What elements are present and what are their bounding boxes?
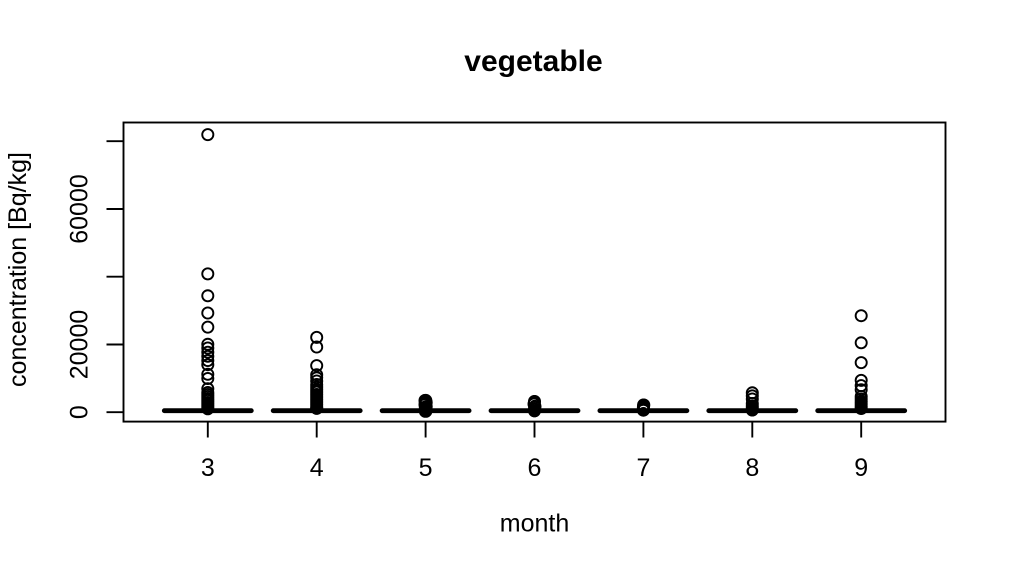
svg-text:vegetable: vegetable [464, 45, 602, 78]
svg-text:4: 4 [310, 454, 324, 482]
svg-text:20000: 20000 [66, 310, 94, 380]
svg-text:60000: 60000 [66, 174, 94, 244]
svg-text:6: 6 [528, 454, 542, 482]
svg-text:5: 5 [419, 454, 433, 482]
svg-text:0: 0 [66, 405, 94, 419]
svg-text:7: 7 [636, 454, 650, 482]
svg-text:3: 3 [201, 454, 215, 482]
svg-text:8: 8 [745, 454, 759, 482]
svg-text:9: 9 [854, 454, 868, 482]
svg-text:concentration [Bq/kg]: concentration [Bq/kg] [4, 152, 32, 387]
svg-text:month: month [500, 510, 569, 538]
